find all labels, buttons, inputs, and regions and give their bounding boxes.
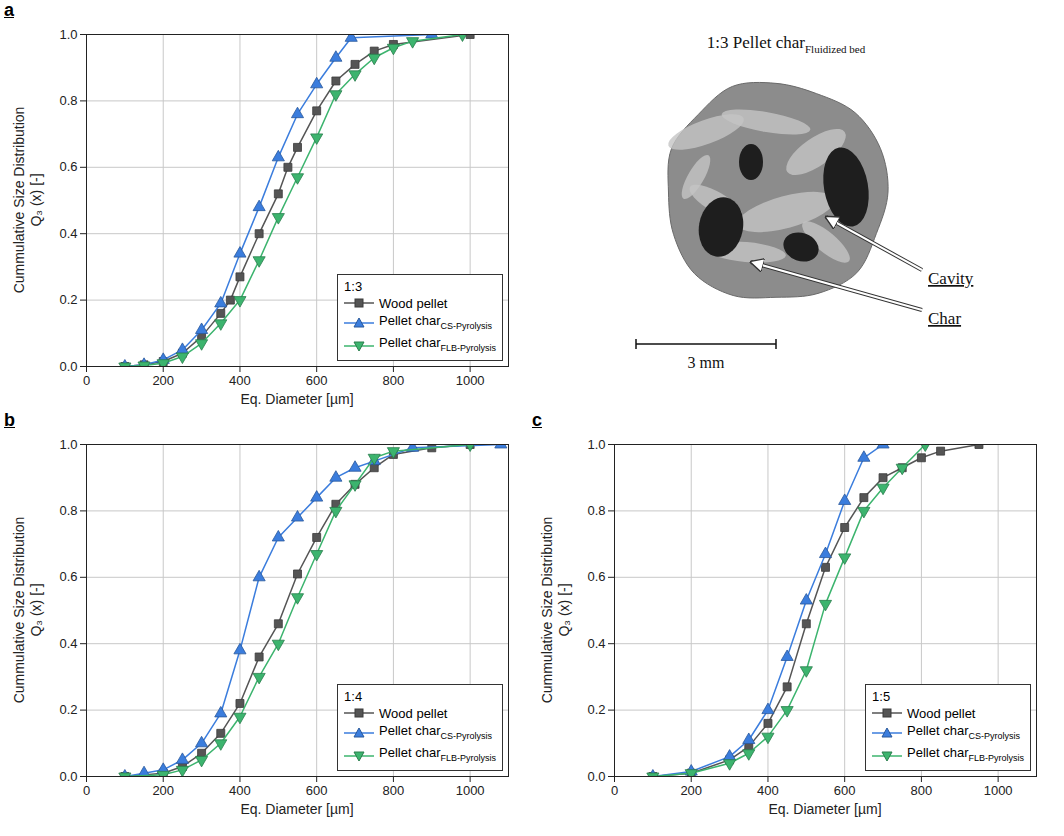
svg-text:0.6: 0.6 [59, 569, 77, 584]
svg-text:0.0: 0.0 [59, 769, 77, 784]
svg-text:1000: 1000 [456, 783, 485, 798]
svg-text:0: 0 [611, 783, 618, 798]
svg-text:800: 800 [383, 783, 405, 798]
svg-text:0.8: 0.8 [59, 503, 77, 518]
svg-text:0.2: 0.2 [59, 702, 77, 717]
html-text:Pellet charFLB-Pyrolysis: Pellet charFLB-Pyrolysis [907, 745, 1024, 763]
svg-text:Cummulative Size Distribution: Cummulative Size Distribution [11, 517, 27, 704]
svg-text:Cavity: Cavity [928, 269, 974, 288]
svg-text:0.6: 0.6 [587, 569, 605, 584]
svg-text:Eq. Diameter [µm]: Eq. Diameter [µm] [240, 391, 353, 407]
svg-text:1:3 Pellet charFluidized bed: 1:3 Pellet charFluidized bed [707, 33, 866, 55]
html-text:Pellet charCS-Pyrolysis: Pellet charCS-Pyrolysis [907, 722, 1020, 741]
svg-text:0.4: 0.4 [59, 226, 77, 241]
svg-text:0.0: 0.0 [587, 769, 605, 784]
html-text:c: c [532, 410, 542, 430]
svg-text:0: 0 [83, 373, 90, 388]
svg-text:Cummulative Size Distribution: Cummulative Size Distribution [539, 517, 555, 704]
html-text:1:3: 1:3 [344, 278, 363, 294]
svg-text:1000: 1000 [456, 373, 485, 388]
html-text:Pellet charCS-Pyrolysis: Pellet charCS-Pyrolysis [379, 312, 492, 331]
svg-text:0.2: 0.2 [59, 292, 77, 307]
svg-text:1000: 1000 [984, 783, 1013, 798]
html-text:Pellet charCS-Pyrolysis: Pellet charCS-Pyrolysis [379, 722, 492, 741]
svg-text:Q₃ (x) [-]: Q₃ (x) [-] [28, 173, 44, 226]
svg-text:400: 400 [757, 783, 779, 798]
svg-text:800: 800 [383, 373, 405, 388]
svg-text:Cummulative Size Distribution: Cummulative Size Distribution [11, 107, 27, 294]
html-text:Wood pellet: Wood pellet [379, 295, 448, 311]
svg-text:Q₃ (x) [-]: Q₃ (x) [-] [556, 583, 572, 636]
svg-text:0.6: 0.6 [59, 159, 77, 174]
svg-text:Eq. Diameter [µm]: Eq. Diameter [µm] [768, 801, 881, 817]
svg-text:0.4: 0.4 [59, 636, 77, 651]
html-text:b: b [4, 410, 15, 430]
svg-text:0.2: 0.2 [587, 702, 605, 717]
svg-text:1.0: 1.0 [587, 437, 605, 452]
html-text:a: a [4, 0, 14, 20]
svg-text:600: 600 [306, 373, 328, 388]
svg-text:600: 600 [834, 783, 856, 798]
svg-text:400: 400 [229, 783, 251, 798]
svg-text:0.8: 0.8 [59, 93, 77, 108]
svg-text:200: 200 [680, 783, 702, 798]
html-text:1:4: 1:4 [344, 688, 363, 704]
html-text:Pellet charFLB-Pyrolysis: Pellet charFLB-Pyrolysis [379, 745, 496, 763]
svg-text:0: 0 [83, 783, 90, 798]
svg-text:200: 200 [152, 373, 174, 388]
svg-text:0.0: 0.0 [59, 359, 77, 374]
svg-text:0.8: 0.8 [587, 503, 605, 518]
svg-text:Eq. Diameter [µm]: Eq. Diameter [µm] [240, 801, 353, 817]
svg-text:Q₃ (x) [-]: Q₃ (x) [-] [28, 583, 44, 636]
svg-text:0.4: 0.4 [587, 636, 605, 651]
svg-text:800: 800 [911, 783, 933, 798]
html-text:1:5: 1:5 [872, 688, 891, 704]
html-text:Pellet charFLB-Pyrolysis: Pellet charFLB-Pyrolysis [379, 335, 496, 353]
svg-text:1.0: 1.0 [59, 437, 77, 452]
svg-text:600: 600 [306, 783, 328, 798]
svg-text:1.0: 1.0 [59, 27, 77, 42]
svg-text:Char: Char [928, 309, 961, 328]
svg-text:400: 400 [229, 373, 251, 388]
svg-text:3 mm: 3 mm [688, 354, 725, 371]
svg-text:200: 200 [152, 783, 174, 798]
html-text:Wood pellet: Wood pellet [907, 705, 976, 721]
html-text:Wood pellet: Wood pellet [379, 705, 448, 721]
